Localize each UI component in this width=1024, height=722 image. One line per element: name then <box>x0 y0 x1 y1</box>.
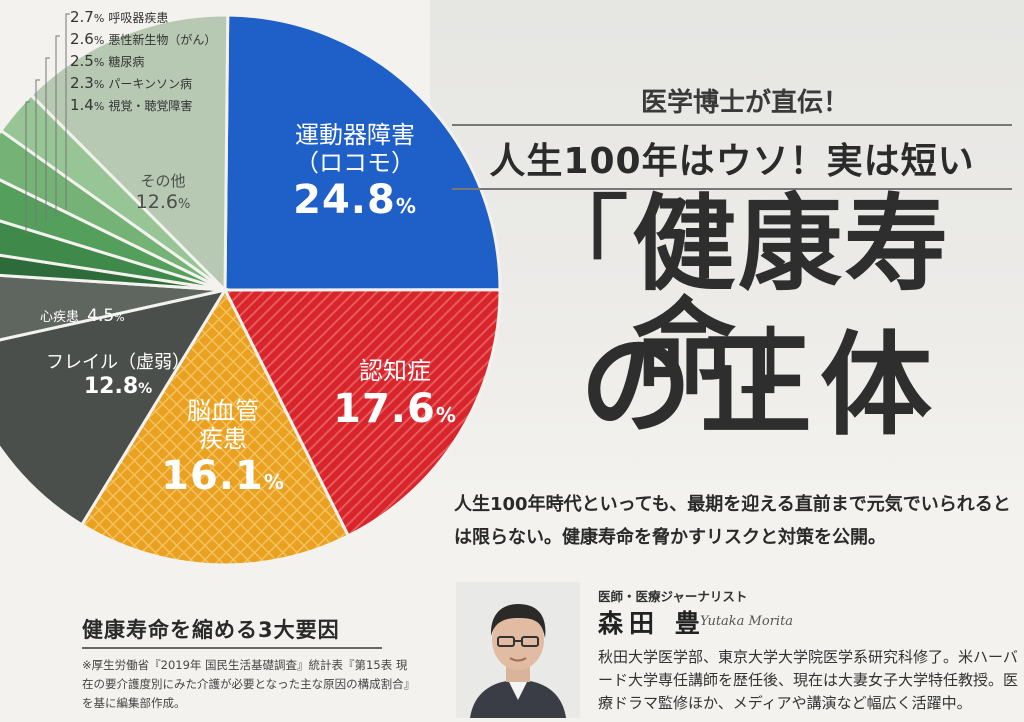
label-other: その他 12.6% <box>135 172 191 213</box>
legend-item-vision-hearing: 1.4% 視覚・聴覚障害 <box>70 96 193 114</box>
author-name: 森田 豊 <box>598 609 706 638</box>
author-name-roman: Yutaka Morita <box>700 614 794 629</box>
legend-leader-line <box>25 101 30 234</box>
subtitle: 人生100年はウソ！実は短い <box>452 124 1012 190</box>
label-heart: 心疾患 4.5% <box>40 306 125 326</box>
label-dementia: 認知症 17.6% <box>333 357 457 432</box>
lede: 人生100年時代といっても、最期を迎える直前まで元気でいられるとは限らない。健康… <box>454 494 1011 548</box>
label-locomo: 運動器障害 （ロコモ） 24.8% <box>293 121 417 224</box>
background-photo <box>430 0 1024 500</box>
pie-chart: 2.7% 呼吸器疾患 2.6% 悪性新生物（がん） 2.5% 糖尿病 2.3% パーキン… <box>0 6 502 567</box>
chart-caption-title: 健康寿命を縮める3大要因 <box>82 614 382 649</box>
pie-slice <box>28 13 230 294</box>
pie-slice <box>0 273 226 342</box>
label-frailty: フレイル（虚弱） 12.8% <box>46 352 190 399</box>
author-photo <box>456 582 580 718</box>
author-bio: 秋田大学医学部、東京大学大学院医学系研究科修了。米ハーバード大学専任講師を歴任後… <box>598 648 1019 712</box>
legend-leader-line <box>45 57 50 222</box>
legend-item-diabetes: 2.5% 糖尿病 <box>70 52 145 70</box>
legend-item-respiratory: 2.7% 呼吸器疾患 <box>70 8 169 26</box>
legend-item-cancer: 2.6% 悪性新生物（がん） <box>70 30 217 48</box>
small-slices-legend: 2.7% 呼吸器疾患 2.6% 悪性新生物（がん） 2.5% 糖尿病 2.3% パーキン… <box>70 6 216 116</box>
label-stroke: 脳血管 疾患 16.1% <box>161 397 285 500</box>
chart-caption-note: ※厚生労働省『2019年 国民生活基礎調査』統計表『第15表 現在の要介護度別に… <box>82 658 410 710</box>
author-portrait-image <box>456 582 580 718</box>
legend-leader-line <box>55 35 60 216</box>
kicker: 医学博士が直伝！ <box>640 88 849 118</box>
pie-slice <box>223 13 502 292</box>
pie-slice <box>222 288 502 538</box>
legend-leader-line <box>65 13 70 210</box>
author-role: 医師・医療ジャーナリスト <box>598 589 748 604</box>
legend-item-parkinson: 2.3% パーキンソン病 <box>70 74 192 92</box>
main-title-second-line: の正体 <box>580 321 940 451</box>
main-title: 「健康寿命」 <box>525 183 951 409</box>
pie-slice <box>0 287 229 527</box>
pie-svg <box>0 13 502 567</box>
pie-slice <box>79 286 351 567</box>
legend-leader-line <box>35 79 40 228</box>
